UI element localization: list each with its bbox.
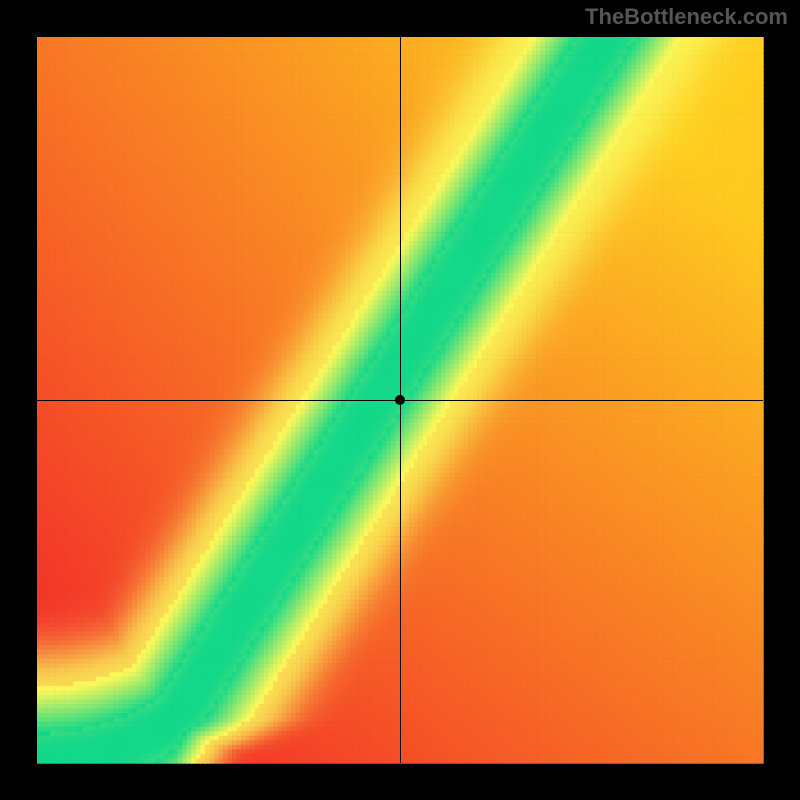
watermark: TheBottleneck.com <box>585 4 788 30</box>
axis-overlay <box>0 0 800 800</box>
